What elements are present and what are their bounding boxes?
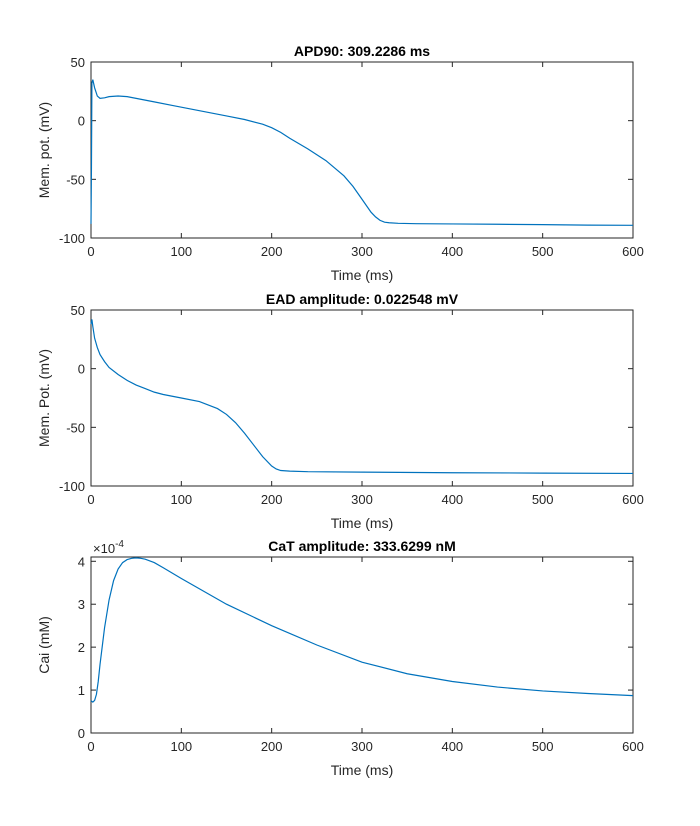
series-line — [90, 79, 634, 226]
plot-area — [90, 61, 634, 239]
chart-panel-3: 0 100 200 300 400 500 600 0 1 2 3 4 ×10-4 CaT amplitu… — [36, 538, 644, 778]
x-tick-label: 400 — [441, 244, 463, 259]
x-tick-label: 0 — [87, 739, 94, 754]
chart-panel-1: 0 100 200 300 400 500 600 -100 -50 0 50 APD90: 309.… — [36, 43, 644, 283]
x-tick-label: 400 — [441, 739, 463, 754]
y-tick-label: 0 — [78, 362, 85, 377]
y-tick-label: 2 — [78, 640, 85, 655]
x-tick-label: 300 — [351, 244, 373, 259]
x-axis-label: Time (ms) — [331, 762, 393, 778]
x-tick-label: 300 — [351, 492, 373, 507]
series-line — [90, 557, 634, 703]
x-tick-label: 600 — [622, 739, 644, 754]
x-tick-label: 200 — [261, 244, 283, 259]
y-tick-label: -50 — [66, 172, 85, 187]
chart-title: APD90: 309.2286 ms — [294, 43, 430, 59]
y-exponent-label: ×10-4 — [93, 539, 124, 556]
y-tick-label: 50 — [71, 55, 85, 70]
y-tick-label: -100 — [59, 231, 85, 246]
x-tick-label: 500 — [532, 739, 554, 754]
x-tick-label: 100 — [170, 739, 192, 754]
x-axis-label: Time (ms) — [331, 267, 393, 283]
chart-title: EAD amplitude: 0.022548 mV — [266, 291, 459, 307]
chart-panel-2: 0 100 200 300 400 500 600 -100 -50 0 50 EAD amplitu… — [36, 291, 644, 531]
y-axis-label: Mem. pot. (mV) — [36, 102, 52, 198]
x-tick-label: 200 — [261, 492, 283, 507]
plot-area — [90, 309, 634, 487]
y-tick-label: 0 — [78, 114, 85, 129]
x-tick-label: 400 — [441, 492, 463, 507]
x-tick-label: 100 — [170, 492, 192, 507]
plot-area — [90, 556, 634, 734]
x-tick-label: 100 — [170, 244, 192, 259]
y-axis-label: Mem. Pot. (mV) — [36, 349, 52, 447]
y-tick-label: -100 — [59, 479, 85, 494]
x-tick-label: 500 — [532, 492, 554, 507]
y-tick-label: 4 — [78, 554, 85, 569]
y-tick-label: 0 — [78, 726, 85, 741]
chart-title: CaT amplitude: 333.6299 nM — [268, 538, 456, 554]
y-tick-label: 50 — [71, 303, 85, 318]
x-tick-label: 600 — [622, 244, 644, 259]
y-tick-label: -50 — [66, 420, 85, 435]
x-tick-label: 0 — [87, 244, 94, 259]
y-tick-label: 1 — [78, 683, 85, 698]
x-tick-label: 300 — [351, 739, 373, 754]
series-line — [90, 319, 634, 475]
y-tick-label: 3 — [78, 597, 85, 612]
x-axis-label: Time (ms) — [331, 515, 393, 531]
x-tick-label: 500 — [532, 244, 554, 259]
x-tick-label: 0 — [87, 492, 94, 507]
y-axis-label: Cai (mM) — [36, 616, 52, 674]
x-tick-label: 200 — [261, 739, 283, 754]
x-tick-label: 600 — [622, 492, 644, 507]
